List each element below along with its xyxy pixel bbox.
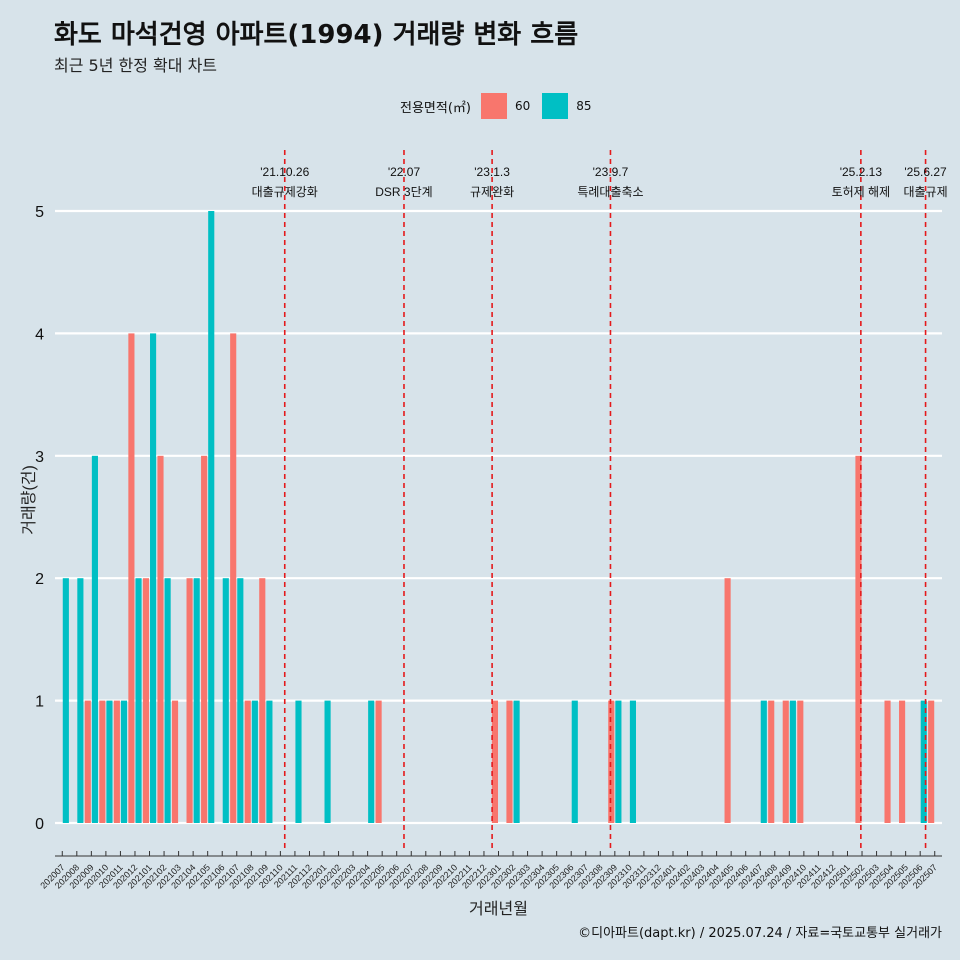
bar-85-202101: [150, 333, 157, 823]
bar-85-202111: [295, 700, 302, 823]
bar-85-202107: [237, 578, 244, 823]
bar-85-202011: [120, 700, 128, 823]
event-label: 대출규제강화: [252, 185, 318, 199]
bar-60-202105: [201, 455, 208, 823]
bar-60-202410: [797, 700, 804, 823]
event-label: DSR 3단계: [375, 185, 432, 199]
bar-60-202109: [259, 578, 266, 823]
y-tick-label: 1: [35, 694, 44, 711]
bar-60-202408: [768, 700, 775, 823]
legend-title: 전용면적(㎡): [400, 100, 471, 116]
bar-60-202011: [113, 700, 120, 823]
event-label: 규제완화: [470, 185, 514, 199]
bar-85-202309: [615, 700, 622, 823]
legend-label-60: 60: [514, 99, 531, 113]
bar-85-202007: [62, 578, 69, 823]
bar-85-202204: [368, 700, 375, 823]
bar-60-202505: [899, 700, 906, 823]
event-date: '23.1.3: [474, 165, 510, 179]
bar-60-202507: [928, 700, 935, 823]
bar-60-202405: [724, 578, 731, 823]
bar-85-202310: [629, 700, 636, 823]
bar-85-202108: [251, 700, 258, 823]
event-date: '22.07: [388, 165, 421, 179]
bar-85-202506: [920, 700, 927, 823]
y-tick-label: 5: [35, 204, 44, 221]
bar-60-202502: [855, 455, 862, 823]
chart-title: 화도 마석건영 아파트(1994) 거래량 변화 흐름: [54, 20, 579, 50]
bar-85-202409: [789, 700, 796, 823]
bar-60-202009: [84, 700, 91, 823]
bar-85-202302: [513, 700, 520, 823]
bar-60-202103: [171, 700, 179, 823]
bar-85-202008: [77, 578, 84, 823]
bar-60-202409: [782, 700, 789, 823]
event-label: 특례대출축소: [577, 185, 643, 199]
legend-label-85: 85: [576, 99, 592, 113]
bar-85-202201: [324, 700, 331, 823]
event-label: 대출규제: [903, 185, 947, 199]
bar-60-202102: [157, 455, 164, 823]
y-tick-label: 4: [35, 326, 44, 343]
bar-60-202205: [375, 700, 382, 823]
y-axis-title: 거래량(건): [20, 465, 38, 535]
event-date: '23.9.7: [593, 165, 629, 179]
bar-85-202306: [571, 700, 578, 823]
legend-swatch-85: [542, 93, 569, 119]
bar-85-202012: [135, 578, 142, 823]
bar-60-202101: [142, 578, 150, 823]
bar-85-202104: [193, 578, 200, 823]
event-label: 토허제 해제: [832, 185, 891, 199]
bar-60-202104: [186, 578, 193, 823]
bar-60-202010: [99, 700, 106, 823]
bar-60-202107: [230, 333, 237, 823]
bar-85-202407: [760, 700, 767, 823]
bar-85-202105: [208, 211, 215, 823]
event-date: '25.6.27: [904, 165, 947, 179]
footer-credit: ©디아파트(dapt.kr) / 2025.07.24 / 자료=국토교통부 실…: [578, 926, 942, 941]
legend-swatch-60: [480, 93, 507, 119]
bar-60-202012: [128, 333, 135, 823]
bar-85-202010: [106, 700, 113, 823]
bar-85-202102: [164, 578, 171, 823]
bar-85-202109: [266, 700, 273, 823]
legend: 전용면적(㎡) 60 85: [400, 93, 604, 119]
bar-60-202301: [491, 700, 498, 823]
bar-85-202106: [222, 578, 229, 823]
event-date: '25.2.13: [840, 165, 883, 179]
event-date: '21.10.26: [260, 165, 309, 179]
x-axis-title: 거래년월: [469, 900, 528, 918]
bar-60-202504: [884, 700, 891, 823]
bar-85-202009: [91, 455, 98, 823]
chart-subtitle: 최근 5년 한정 확대 차트: [54, 56, 218, 75]
y-tick-label: 2: [35, 571, 44, 588]
bar-60-202302: [506, 700, 513, 823]
bar-60-202309: [608, 700, 615, 823]
bar-60-202108: [244, 700, 251, 823]
y-tick-label: 0: [35, 816, 44, 833]
y-tick-label: 3: [35, 449, 44, 466]
